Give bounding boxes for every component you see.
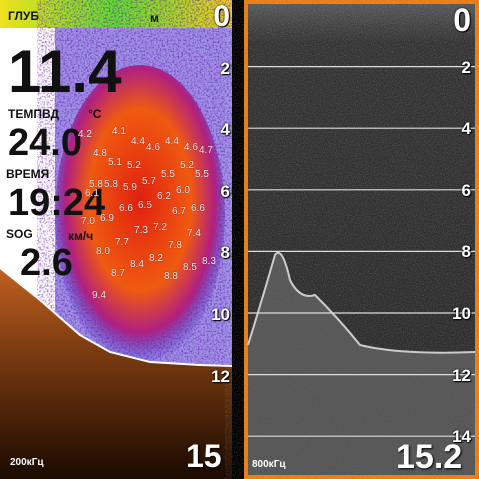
right-frequency: 800кГц [252, 459, 286, 470]
speed-unit: км/ч [68, 229, 94, 243]
fish-depth: 9.4 [92, 289, 106, 301]
fish-depth: 4.6 [184, 141, 198, 153]
speed-label: SOG [6, 227, 33, 241]
fish-depth: 5.8 [89, 178, 103, 190]
fish-depth: 5.1 [108, 157, 122, 169]
temp-unit: °C [88, 107, 102, 121]
right-bottom-line [247, 251, 476, 354]
fish-depth: 8.0 [96, 246, 110, 258]
fish-depth: 4.8 [93, 147, 107, 159]
fish-depth: 6.7 [172, 206, 186, 218]
fish-depth: 6.5 [138, 200, 152, 212]
fish-depth: 4.7 [199, 144, 213, 156]
fish-depth: 5.5 [195, 169, 209, 181]
fish-depth: 4.4 [131, 135, 145, 147]
time-label: ВРЕМЯ [6, 167, 50, 181]
fish-depth: 4.1 [112, 126, 126, 138]
fish-depth: 8.7 [111, 267, 125, 279]
depth-label: ГЛУБ [8, 9, 40, 23]
fish-depth: 4.6 [146, 141, 160, 153]
right-scale-label: 0 [453, 2, 471, 38]
fish-depth: 6.6 [191, 203, 205, 215]
left-scale-label: 6 [220, 181, 230, 201]
depth-unit: м [150, 11, 159, 25]
right-scale-label: 4 [461, 119, 471, 139]
depth-value: 11.4 [8, 38, 122, 105]
fish-depth: 8.2 [149, 252, 163, 264]
left-scale-label: 12 [211, 366, 230, 386]
fish-depth: 5.9 [123, 181, 137, 193]
fish-depth: 6.9 [100, 212, 114, 224]
fish-depth: 5.8 [104, 178, 118, 190]
fish-depth: 8.4 [130, 258, 144, 270]
fish-depth: 7.3 [134, 224, 148, 236]
left-range: 15 [186, 438, 222, 474]
fish-depth: 8.5 [183, 261, 197, 273]
right-scale-label: 10 [452, 304, 471, 323]
left-scale-label: 8 [220, 243, 230, 263]
fish-depth: 4.4 [165, 135, 179, 147]
fish-depth: 5.2 [127, 160, 141, 172]
surface-clutter [0, 0, 232, 28]
fish-depth: 5.2 [180, 160, 194, 172]
temp-label: ТЕМПВД [8, 107, 60, 121]
left-frequency: 200кГц [10, 457, 44, 468]
fish-depth: 8.8 [164, 271, 178, 283]
left-scale-label: 2 [220, 58, 230, 78]
fish-depth: 7.7 [115, 237, 129, 249]
fish-depth: 8.3 [202, 255, 216, 267]
bottom [0, 268, 232, 479]
fish-depth: 7.8 [168, 240, 182, 252]
fish-depth: 6.1 [85, 187, 99, 199]
fish-depth: 7.4 [187, 227, 201, 239]
divider [232, 0, 244, 479]
right-scale-label: 12 [452, 365, 471, 385]
fish-depth: 5.5 [161, 169, 175, 181]
fish-depth: 4.2 [78, 129, 92, 141]
right-bottom [248, 252, 475, 475]
fish-depth: 6.2 [157, 190, 171, 202]
right-scale-label: 2 [461, 57, 471, 77]
left-scale-label: 10 [211, 305, 230, 324]
right-scale-label: 6 [461, 180, 471, 200]
left-scale-label: 4 [220, 120, 230, 140]
fish-depth: 6.6 [119, 203, 133, 215]
fish-depth: 7.0 [81, 215, 95, 227]
fish-depth: 6.0 [176, 184, 190, 196]
right-range: 15.2 [396, 438, 463, 476]
right-scale-label: 14 [452, 427, 471, 447]
left-scale-label: 0 [213, 0, 230, 33]
fish-depth: 5.7 [142, 175, 156, 187]
temp-value: 24.0 [8, 122, 82, 164]
time-value: 19:24 [8, 182, 106, 224]
fish-school [55, 65, 225, 365]
right-scale-label: 8 [461, 242, 471, 262]
speed-value: 2.6 [20, 242, 73, 284]
bottom-line [0, 267, 233, 367]
fish-depth: 7.2 [153, 221, 167, 233]
